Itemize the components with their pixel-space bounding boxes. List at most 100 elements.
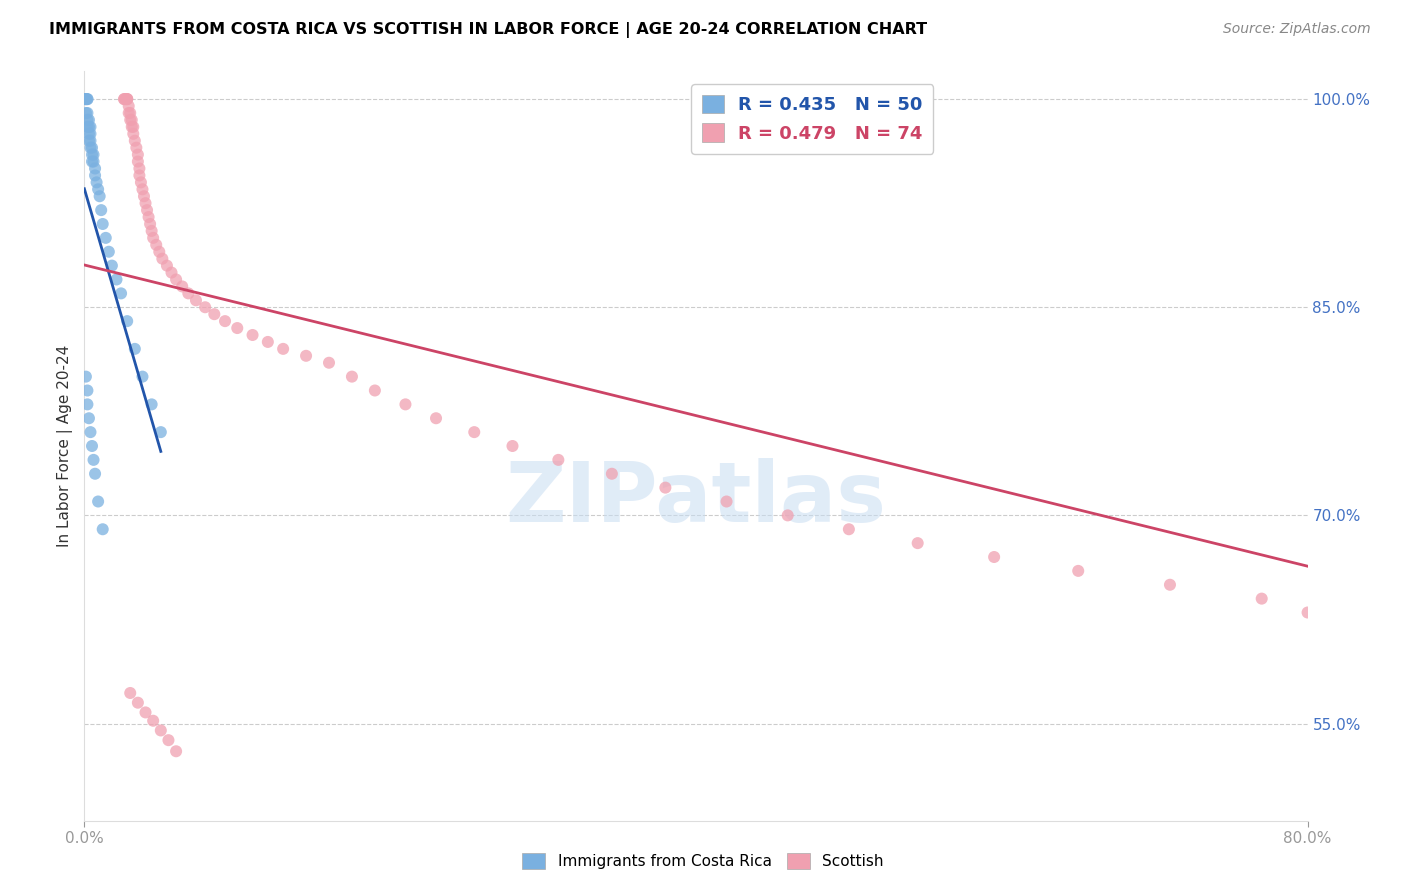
Point: [120, 112, 142, 127]
Point: [79, 134, 101, 148]
Point: [77, 120, 100, 134]
Point: [547, 453, 569, 467]
Point: [118, 99, 141, 113]
Point: [86, 175, 108, 189]
Point: [90, 203, 112, 218]
Point: [318, 356, 340, 370]
Text: ZIPatlas: ZIPatlas: [506, 458, 886, 539]
Point: [79, 127, 101, 141]
Point: [77, 127, 100, 141]
Point: [145, 237, 167, 252]
Point: [340, 369, 363, 384]
Point: [177, 286, 200, 301]
Point: [76, 106, 98, 120]
Point: [242, 328, 264, 343]
Point: [75, 92, 97, 106]
Point: [121, 120, 143, 134]
Point: [79, 120, 101, 134]
Point: [184, 293, 207, 308]
Point: [120, 106, 142, 120]
Point: [838, 522, 860, 536]
Point: [142, 714, 165, 728]
Point: [80, 154, 103, 169]
Point: [150, 252, 173, 266]
Point: [907, 536, 929, 550]
Point: [79, 141, 101, 155]
Point: [257, 334, 280, 349]
Point: [76, 397, 98, 411]
Point: [124, 342, 146, 356]
Point: [115, 92, 138, 106]
Point: [139, 217, 162, 231]
Point: [101, 259, 124, 273]
Point: [114, 92, 136, 106]
Point: [87, 182, 110, 196]
Point: [112, 92, 135, 106]
Legend: Immigrants from Costa Rica, Scottish: Immigrants from Costa Rica, Scottish: [516, 847, 890, 875]
Point: [120, 686, 142, 700]
Point: [84, 169, 107, 183]
Point: [716, 494, 738, 508]
Point: [76, 112, 98, 127]
Point: [75, 369, 97, 384]
Point: [73, 92, 96, 106]
Point: [80, 147, 103, 161]
Point: [84, 161, 107, 176]
Point: [295, 349, 318, 363]
Point: [141, 224, 163, 238]
Point: [425, 411, 447, 425]
Legend: R = 0.435   N = 50, R = 0.479   N = 74: R = 0.435 N = 50, R = 0.479 N = 74: [692, 84, 934, 153]
Point: [165, 744, 187, 758]
Point: [202, 307, 225, 321]
Point: [776, 508, 799, 523]
Point: [127, 147, 149, 161]
Point: [75, 92, 97, 106]
Point: [122, 120, 145, 134]
Point: [983, 549, 1005, 564]
Point: [135, 706, 157, 720]
Point: [77, 112, 100, 127]
Point: [76, 92, 98, 106]
Point: [141, 397, 163, 411]
Point: [79, 425, 101, 439]
Point: [115, 314, 138, 328]
Point: [118, 106, 141, 120]
Point: [194, 300, 217, 314]
Point: [125, 141, 148, 155]
Point: [157, 733, 180, 747]
Point: [91, 217, 114, 231]
Point: [115, 92, 138, 106]
Point: [502, 439, 524, 453]
Point: [1296, 606, 1319, 620]
Point: [214, 314, 236, 328]
Point: [128, 161, 150, 176]
Point: [75, 92, 97, 106]
Point: [226, 321, 249, 335]
Point: [91, 522, 114, 536]
Point: [80, 439, 103, 453]
Point: [148, 244, 170, 259]
Point: [76, 92, 98, 106]
Point: [129, 175, 152, 189]
Point: [115, 92, 138, 106]
Point: [149, 425, 172, 439]
Point: [132, 189, 155, 203]
Point: [138, 210, 160, 224]
Point: [128, 169, 150, 183]
Point: [172, 279, 194, 293]
Text: Source: ZipAtlas.com: Source: ZipAtlas.com: [1223, 22, 1371, 37]
Point: [394, 397, 416, 411]
Point: [136, 203, 159, 218]
Point: [105, 272, 128, 286]
Y-axis label: In Labor Force | Age 20-24: In Labor Force | Age 20-24: [58, 345, 73, 547]
Point: [112, 92, 135, 106]
Point: [89, 189, 111, 203]
Point: [1159, 578, 1181, 592]
Point: [122, 127, 145, 141]
Point: [97, 244, 120, 259]
Point: [600, 467, 623, 481]
Point: [463, 425, 485, 439]
Point: [654, 481, 676, 495]
Point: [364, 384, 387, 398]
Point: [124, 134, 146, 148]
